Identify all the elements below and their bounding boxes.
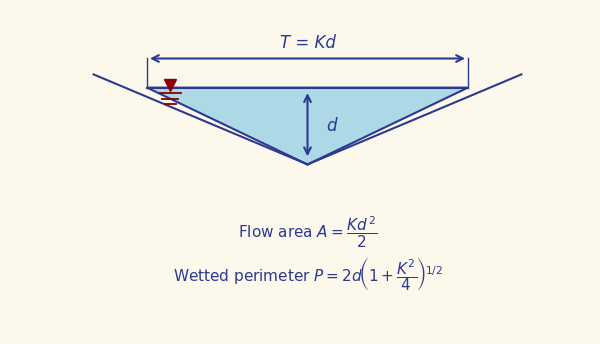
Text: T = Kd: T = Kd	[280, 34, 335, 52]
Text: d: d	[326, 117, 337, 135]
Text: Wetted perimeter $P = 2d\!\left(1 + \dfrac{K^2}{4}\right)^{\!1/2}$: Wetted perimeter $P = 2d\!\left(1 + \dfr…	[173, 256, 442, 293]
Polygon shape	[147, 88, 468, 164]
Text: Flow area $A = \dfrac{Kd^{\,2}}{2}$: Flow area $A = \dfrac{Kd^{\,2}}{2}$	[238, 214, 377, 250]
